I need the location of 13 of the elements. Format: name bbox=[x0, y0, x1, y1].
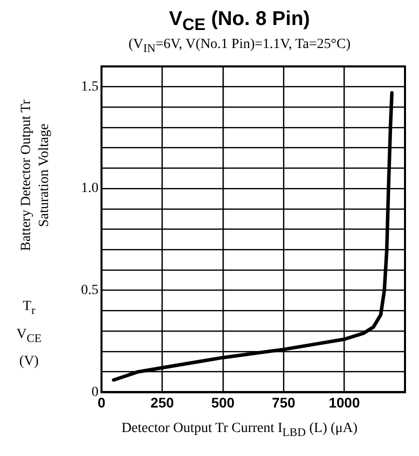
chart-subtitle: (V$_{IN}$=6V, V(No.1 Pin)=1.1V, Ta=25°C) bbox=[128, 37, 352, 55]
y-tick-label: 1.0 bbox=[81, 181, 98, 196]
x-tick-label: 750 bbox=[272, 394, 296, 410]
x-tick-label: 500 bbox=[211, 394, 235, 410]
text: T$_{r}$ V$_{CE}$ (V) bbox=[15, 298, 43, 372]
x-tick-label: 250 bbox=[150, 394, 174, 410]
x-axis-title: Detector Output Tr Current I$_{LBD}$ (L) (μA) bbox=[120, 420, 359, 439]
y-tick-label: 0.5 bbox=[81, 282, 98, 298]
y-tick-label: 0 bbox=[92, 384, 98, 400]
x-tick-label: 1000 bbox=[328, 394, 360, 410]
y-axis-title: Battery Detector Output Tr Saturation Voltage bbox=[18, 98, 53, 253]
chart-title: V$_{CE}$ (No. 8 Pin) bbox=[168, 8, 311, 35]
y-tick-label: 1.5 bbox=[81, 79, 98, 94]
